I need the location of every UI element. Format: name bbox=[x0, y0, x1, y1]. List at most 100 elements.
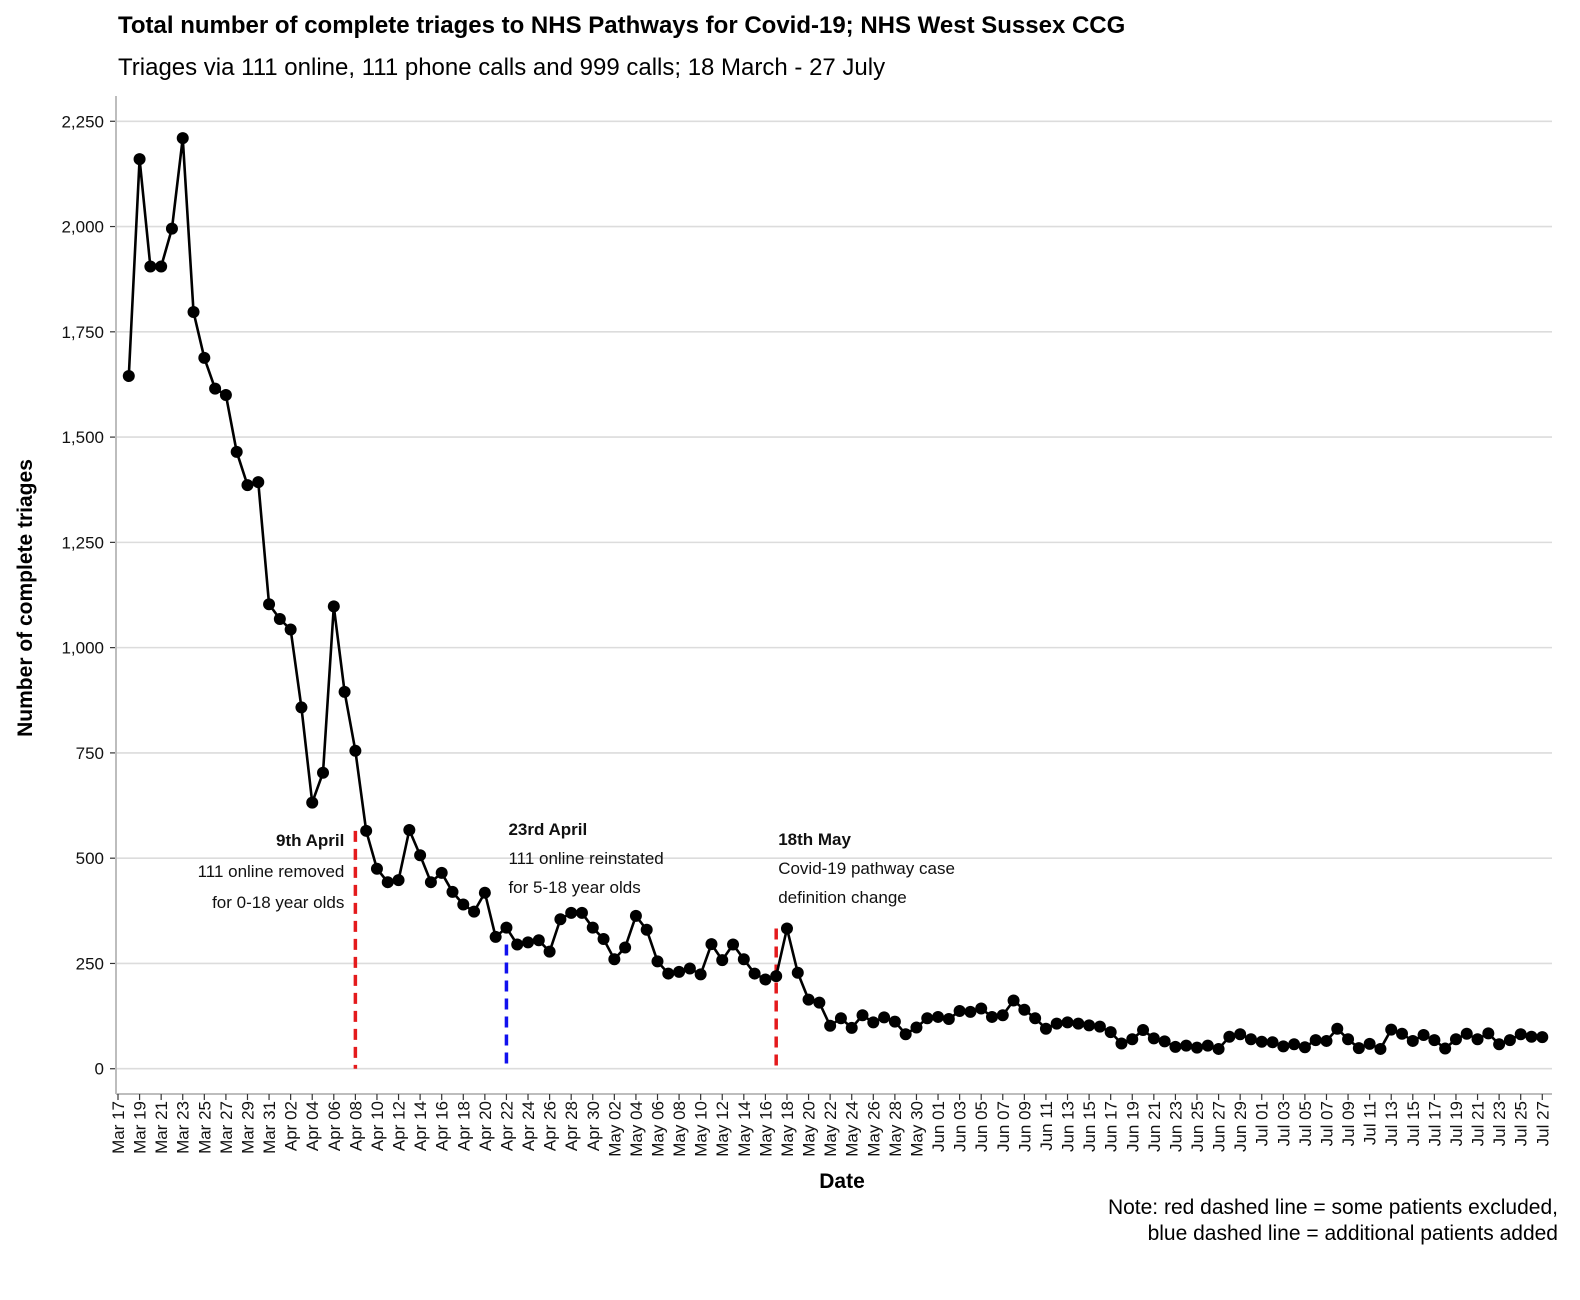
data-point bbox=[370, 862, 383, 875]
data-point bbox=[759, 973, 772, 986]
x-tick-label: May 10 bbox=[692, 1101, 711, 1157]
x-axis-label: Date bbox=[819, 1170, 865, 1193]
x-tick-label: Jul 23 bbox=[1490, 1101, 1509, 1146]
data-point bbox=[791, 966, 804, 979]
x-tick-label: May 30 bbox=[907, 1101, 926, 1157]
x-tick-label: Jun 23 bbox=[1166, 1101, 1185, 1152]
x-tick-label: Apr 24 bbox=[519, 1101, 538, 1151]
data-point bbox=[608, 953, 621, 966]
data-point bbox=[176, 132, 189, 145]
annotation-heading: 9th April bbox=[276, 831, 344, 850]
gridlines bbox=[116, 120, 1552, 1070]
data-point bbox=[1029, 1012, 1042, 1025]
data-point bbox=[338, 685, 351, 698]
data-point bbox=[662, 967, 675, 980]
y-axis-label: Number of complete triages bbox=[14, 459, 37, 737]
annotation-text: 111 online reinstated bbox=[508, 849, 663, 868]
annotation-text: definition change bbox=[778, 888, 907, 907]
data-point bbox=[1385, 1023, 1398, 1036]
data-point bbox=[845, 1021, 858, 1034]
data-point bbox=[1072, 1017, 1085, 1030]
x-tick-label: Apr 14 bbox=[411, 1101, 430, 1151]
x-tick-label: Apr 16 bbox=[433, 1101, 452, 1151]
data-point bbox=[1298, 1041, 1311, 1054]
data-point bbox=[543, 945, 556, 958]
y-tick-label: 2,000 bbox=[61, 218, 104, 237]
data-point bbox=[813, 996, 826, 1009]
data-point bbox=[1493, 1038, 1506, 1051]
data-point bbox=[1201, 1039, 1214, 1052]
data-point bbox=[273, 613, 286, 626]
x-tick-label: Apr 10 bbox=[368, 1101, 387, 1151]
chart-subtitle: Triages via 111 online, 111 phone calls … bbox=[118, 54, 886, 81]
data-point bbox=[306, 796, 319, 809]
series bbox=[122, 132, 1549, 1055]
x-tick-label: Jul 13 bbox=[1382, 1101, 1401, 1146]
data-point bbox=[1406, 1034, 1419, 1047]
data-point bbox=[381, 876, 394, 889]
data-point bbox=[263, 598, 276, 611]
x-tick-label: Mar 31 bbox=[260, 1101, 279, 1154]
x-tick-label: Jul 11 bbox=[1361, 1101, 1380, 1145]
y-tick-label: 500 bbox=[76, 849, 104, 868]
x-tick-label: Mar 21 bbox=[152, 1101, 171, 1154]
y-tick-label: 1,500 bbox=[61, 428, 104, 447]
x-tick-label: Jun 01 bbox=[929, 1101, 948, 1152]
data-point bbox=[824, 1019, 837, 1032]
y-tick-label: 250 bbox=[76, 954, 104, 973]
x-tick-label: May 22 bbox=[821, 1101, 840, 1157]
data-point bbox=[1352, 1042, 1365, 1055]
data-point bbox=[1050, 1017, 1063, 1030]
data-point bbox=[921, 1012, 934, 1025]
data-point bbox=[1104, 1026, 1117, 1039]
y-tick-label: 0 bbox=[95, 1060, 104, 1079]
footnote-line-2: blue dashed line = additional patients a… bbox=[1147, 1222, 1558, 1245]
x-tick-label: Mar 29 bbox=[238, 1101, 257, 1154]
x-tick-label: Jun 25 bbox=[1188, 1101, 1207, 1152]
data-point bbox=[899, 1028, 912, 1041]
x-tick-label: Jun 21 bbox=[1145, 1101, 1164, 1152]
data-point bbox=[317, 766, 330, 779]
data-point bbox=[629, 909, 642, 922]
data-point bbox=[1191, 1041, 1203, 1054]
data-point bbox=[1342, 1033, 1355, 1046]
x-tick-label: Jun 27 bbox=[1210, 1101, 1229, 1152]
data-point bbox=[953, 1005, 966, 1018]
x-tick-label: Apr 02 bbox=[282, 1101, 301, 1151]
x-tick-label: Jun 15 bbox=[1080, 1101, 1099, 1152]
annotation-heading: 18th May bbox=[778, 830, 851, 849]
data-point bbox=[1503, 1034, 1516, 1047]
x-tick-label: May 26 bbox=[864, 1101, 883, 1157]
data-point bbox=[457, 898, 470, 911]
x-tick-label: May 02 bbox=[605, 1101, 624, 1157]
data-point bbox=[640, 923, 653, 936]
data-point bbox=[780, 922, 793, 935]
x-tick-label: Jul 21 bbox=[1469, 1101, 1488, 1146]
data-point bbox=[414, 849, 427, 862]
data-point bbox=[1320, 1034, 1333, 1047]
y-tick-label: 750 bbox=[76, 744, 104, 763]
annotation-text: for 0-18 year olds bbox=[212, 893, 344, 912]
data-point bbox=[554, 913, 567, 926]
x-tick-label: Jul 15 bbox=[1404, 1101, 1423, 1146]
data-point bbox=[1255, 1035, 1268, 1048]
x-tick-label: Jul 01 bbox=[1253, 1101, 1272, 1146]
x-tick-label: Jun 03 bbox=[951, 1101, 970, 1152]
data-point bbox=[1439, 1042, 1452, 1055]
x-tick-label: Jul 27 bbox=[1533, 1101, 1552, 1146]
data-point bbox=[673, 965, 686, 978]
data-point bbox=[284, 623, 297, 636]
data-point bbox=[867, 1016, 880, 1029]
data-point bbox=[446, 885, 459, 898]
x-tick-label: Apr 12 bbox=[390, 1101, 409, 1151]
x-tick-label: Jul 19 bbox=[1447, 1101, 1466, 1146]
x-tick-label: May 28 bbox=[886, 1101, 905, 1157]
data-point bbox=[1514, 1028, 1527, 1041]
data-point bbox=[1007, 994, 1020, 1007]
data-point bbox=[1126, 1033, 1139, 1046]
data-point bbox=[597, 933, 610, 946]
data-point bbox=[910, 1021, 923, 1034]
data-point bbox=[985, 1010, 998, 1023]
x-tick-label: Apr 30 bbox=[584, 1101, 603, 1151]
